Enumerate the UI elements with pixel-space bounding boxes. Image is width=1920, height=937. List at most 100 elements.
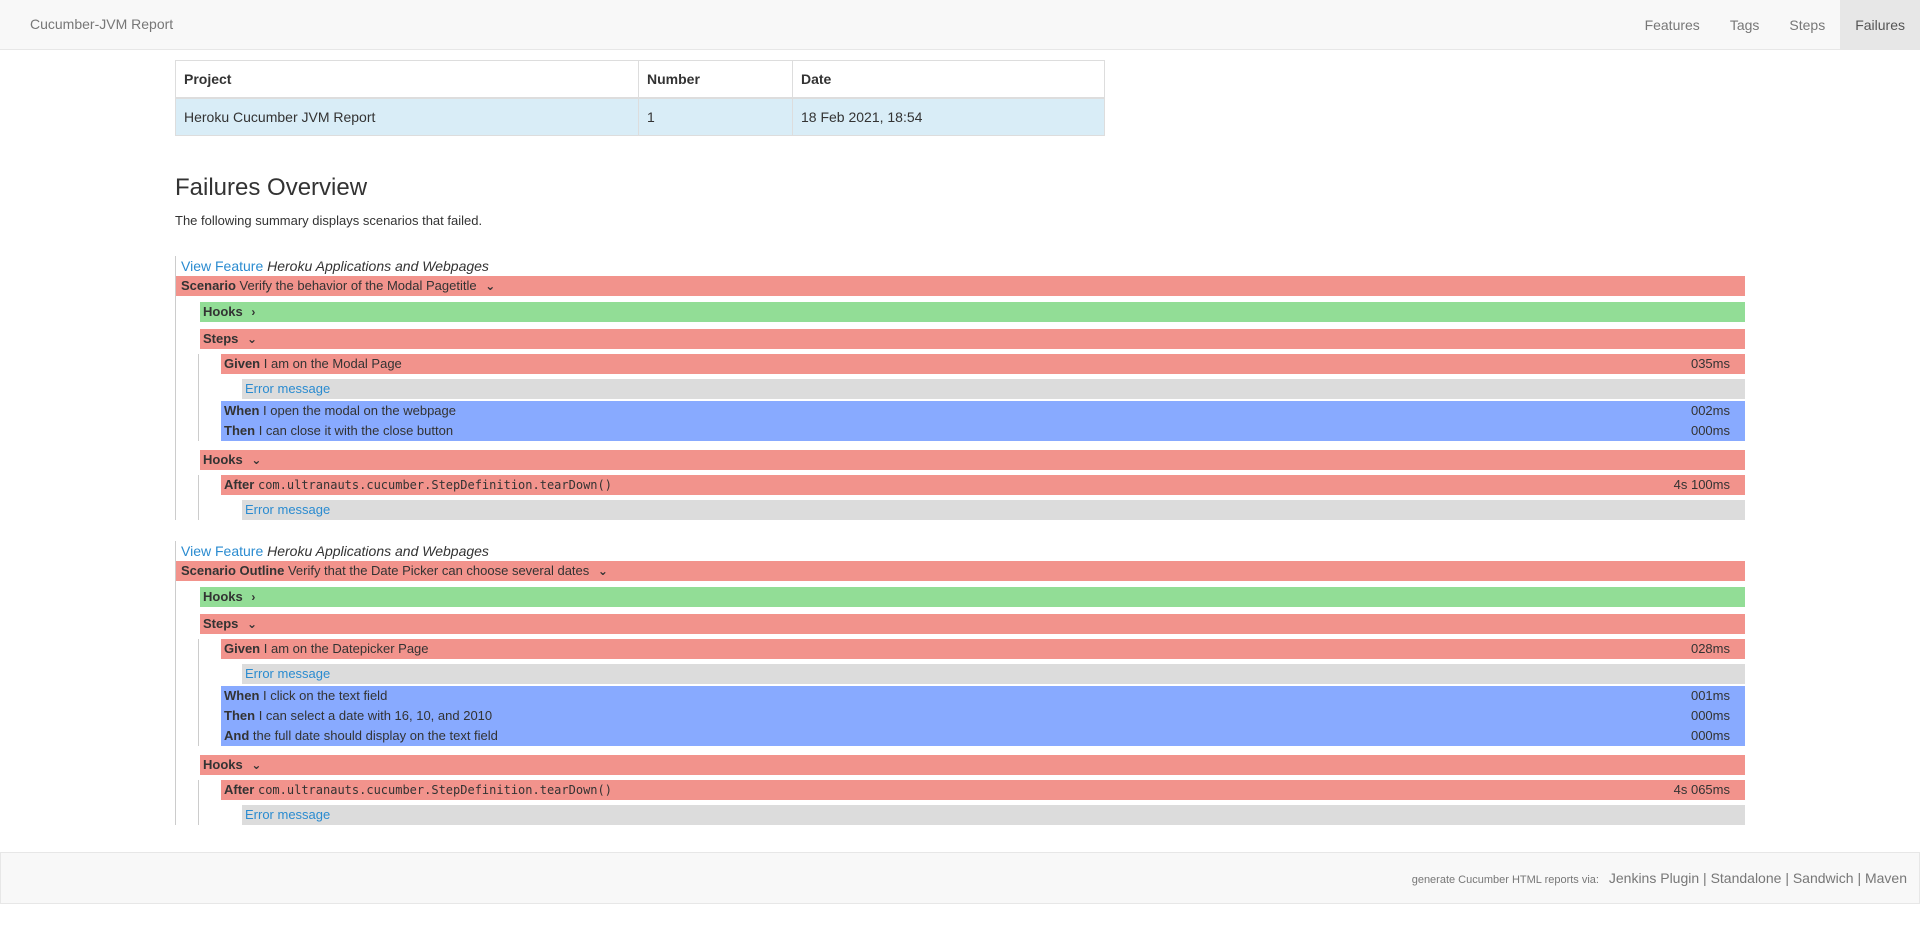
skipped-steps: When I click on the text field 001ms The… bbox=[221, 686, 1745, 746]
footer-link-standalone[interactable]: Standalone bbox=[1710, 870, 1782, 886]
hooks-after-toggle[interactable]: Hooks ⌄ bbox=[200, 755, 1745, 775]
error-message-link[interactable]: Error message bbox=[245, 502, 331, 517]
nav-menu: Features Tags Steps Failures bbox=[1630, 0, 1920, 50]
feature-line: View Feature Heroku Applications and Web… bbox=[176, 256, 1745, 276]
table-header-row: Project Number Date bbox=[175, 60, 1105, 99]
footer: generate Cucumber HTML reports via: Jenk… bbox=[0, 852, 1920, 904]
error-message-row: Error message bbox=[242, 379, 1745, 399]
footer-separator: | bbox=[1785, 870, 1789, 886]
footer-prefix: generate Cucumber HTML reports via: bbox=[1411, 874, 1599, 886]
column-header-project: Project bbox=[175, 60, 639, 99]
feature-line: View Feature Heroku Applications and Web… bbox=[176, 541, 1745, 561]
scenario-header[interactable]: Scenario Outline Verify that the Date Pi… bbox=[176, 561, 1745, 581]
column-header-number: Number bbox=[638, 60, 793, 99]
chevron-down-icon[interactable]: ⌄ bbox=[251, 758, 262, 772]
hooks-after-toggle[interactable]: Hooks ⌄ bbox=[200, 450, 1745, 470]
chevron-right-icon[interactable]: › bbox=[251, 590, 256, 604]
table-row: Heroku Cucumber JVM Report 1 18 Feb 2021… bbox=[175, 97, 1105, 136]
footer-separator: | bbox=[1703, 870, 1707, 886]
step-text: the full date should display on the text… bbox=[252, 728, 498, 743]
nav-item-steps[interactable]: Steps bbox=[1789, 17, 1826, 33]
step-duration: 035ms bbox=[1690, 356, 1730, 371]
scenario-name: Verify the behavior of the Modal Pagetit… bbox=[239, 278, 477, 293]
hook-method: com.ultranauts.cucumber.StepDefinition.t… bbox=[257, 783, 612, 797]
after-hooks-list: After com.ultranauts.cucumber.StepDefini… bbox=[198, 475, 1745, 520]
step-duration: 001ms bbox=[1690, 688, 1730, 703]
skipped-steps: When I open the modal on the webpage 002… bbox=[221, 401, 1745, 441]
nav-item-tags[interactable]: Tags bbox=[1729, 17, 1760, 33]
footer-link-jenkins[interactable]: Jenkins Plugin bbox=[1608, 870, 1700, 886]
hooks-before-toggle[interactable]: Hooks › bbox=[200, 302, 1745, 322]
chevron-down-icon[interactable]: ⌄ bbox=[597, 564, 608, 578]
step-text: I open the modal on the webpage bbox=[263, 403, 456, 418]
failure-block: View Feature Heroku Applications and Web… bbox=[175, 541, 1745, 825]
step-text: I am on the Modal Page bbox=[263, 356, 402, 371]
step-row: When I click on the text field 001ms bbox=[221, 686, 1745, 706]
error-message-link[interactable]: Error message bbox=[245, 807, 331, 822]
after-hook-row: After com.ultranauts.cucumber.StepDefini… bbox=[221, 780, 1745, 800]
step-text: I can close it with the close button bbox=[258, 423, 454, 438]
scenario-header[interactable]: Scenario Verify the behavior of the Moda… bbox=[176, 276, 1745, 296]
hooks-label: Hooks bbox=[203, 589, 243, 604]
chevron-down-icon[interactable]: ⌄ bbox=[251, 453, 262, 467]
chevron-down-icon[interactable]: ⌄ bbox=[485, 279, 496, 293]
failure-block: View Feature Heroku Applications and Web… bbox=[175, 256, 1745, 520]
footer-link-maven[interactable]: Maven bbox=[1864, 870, 1907, 886]
chevron-right-icon[interactable]: › bbox=[251, 305, 256, 319]
hooks-before-toggle[interactable]: Hooks › bbox=[200, 587, 1745, 607]
step-duration: 000ms bbox=[1690, 728, 1730, 743]
step-row: And the full date should display on the … bbox=[221, 726, 1745, 746]
step-keyword: And bbox=[224, 728, 250, 743]
step-keyword: Given bbox=[224, 356, 261, 371]
hooks-label: Hooks bbox=[203, 757, 243, 772]
column-header-date: Date bbox=[792, 60, 1105, 99]
error-message-row: Error message bbox=[242, 805, 1745, 825]
hook-keyword: After bbox=[224, 477, 255, 492]
scenario-keyword: Scenario bbox=[181, 278, 236, 293]
page-description: The following summary displays scenarios… bbox=[175, 213, 483, 228]
error-message-row: Error message bbox=[242, 664, 1745, 684]
error-message-link[interactable]: Error message bbox=[245, 666, 331, 681]
step-duration: 000ms bbox=[1690, 708, 1730, 723]
chevron-down-icon[interactable]: ⌄ bbox=[247, 332, 258, 346]
hook-method: com.ultranauts.cucumber.StepDefinition.t… bbox=[257, 478, 612, 492]
navbar: Cucumber-JVM Report Features Tags Steps … bbox=[0, 0, 1920, 50]
hooks-label: Hooks bbox=[203, 452, 243, 467]
feature-name: Heroku Applications and Webpages bbox=[267, 258, 489, 274]
steps-list: Given I am on the Datepicker Page 028ms … bbox=[198, 639, 1745, 746]
error-message-row: Error message bbox=[242, 500, 1745, 520]
error-message-link[interactable]: Error message bbox=[245, 381, 331, 396]
step-row: Then I can select a date with 16, 10, an… bbox=[221, 706, 1745, 726]
step-duration: 000ms bbox=[1690, 423, 1730, 438]
step-row: Then I can close it with the close butto… bbox=[221, 421, 1745, 441]
after-hook-row: After com.ultranauts.cucumber.StepDefini… bbox=[221, 475, 1745, 495]
cell-number: 1 bbox=[638, 97, 793, 136]
cell-date: 18 Feb 2021, 18:54 bbox=[792, 97, 1105, 136]
footer-links: generate Cucumber HTML reports via: Jenk… bbox=[1412, 870, 1907, 886]
steps-toggle[interactable]: Steps ⌄ bbox=[200, 329, 1745, 349]
page-title: Failures Overview bbox=[175, 174, 368, 201]
footer-link-sandwich[interactable]: Sandwich bbox=[1792, 870, 1854, 886]
chevron-down-icon[interactable]: ⌄ bbox=[247, 617, 258, 631]
view-feature-link[interactable]: View Feature bbox=[181, 258, 264, 274]
step-keyword: When bbox=[224, 403, 260, 418]
step-text: I can select a date with 16, 10, and 201… bbox=[258, 708, 493, 723]
nav-item-failures[interactable]: Failures bbox=[1840, 0, 1920, 50]
step-text: I am on the Datepicker Page bbox=[263, 641, 429, 656]
step-duration: 002ms bbox=[1690, 403, 1730, 418]
brand-title[interactable]: Cucumber-JVM Report bbox=[30, 16, 174, 32]
footer-separator: | bbox=[1857, 870, 1862, 886]
step-text: I click on the text field bbox=[263, 688, 388, 703]
hook-duration: 4s 065ms bbox=[1673, 782, 1730, 797]
cell-project: Heroku Cucumber JVM Report bbox=[175, 97, 639, 136]
step-row: Given I am on the Modal Page 035ms bbox=[221, 354, 1745, 374]
step-keyword: Then bbox=[224, 708, 256, 723]
step-keyword: Then bbox=[224, 423, 256, 438]
step-keyword: Given bbox=[224, 641, 261, 656]
report-info-table: Project Number Date Heroku Cucumber JVM … bbox=[175, 60, 1105, 136]
view-feature-link[interactable]: View Feature bbox=[181, 543, 264, 559]
nav-item-features[interactable]: Features bbox=[1644, 17, 1700, 33]
step-duration: 028ms bbox=[1690, 641, 1730, 656]
steps-toggle[interactable]: Steps ⌄ bbox=[200, 614, 1745, 634]
feature-name: Heroku Applications and Webpages bbox=[267, 543, 489, 559]
